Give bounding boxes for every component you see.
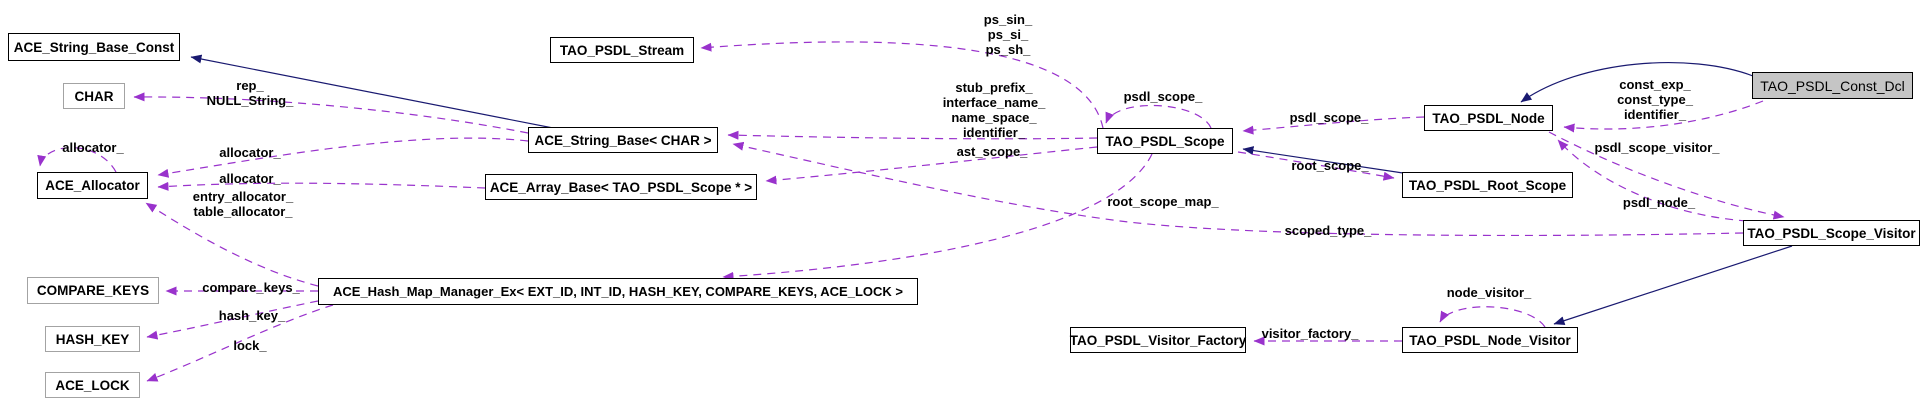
node-tao-psdl-root-scope[interactable]: TAO_PSDL_Root_Scope	[1402, 172, 1573, 198]
edge-scoped-type	[732, 141, 1744, 237]
edge-hash-key	[146, 300, 319, 340]
node-ace-string-base-const[interactable]: ACE_String_Base_Const	[8, 33, 180, 61]
edge-label-scoped-type: scoped_type_	[1284, 223, 1372, 238]
edge-inherit-stringbase-to-stringbaseconst	[190, 54, 554, 129]
node-tao-psdl-stream[interactable]: TAO_PSDL_Stream	[550, 37, 694, 63]
edge-allocator-from-stringbase	[157, 137, 529, 178]
edge-label-root-scope-map: root_scope_map_	[1107, 194, 1219, 209]
edge-lock	[146, 304, 334, 382]
edge-psdl-node	[1557, 139, 1748, 222]
edge-entry-table-allocator	[145, 202, 319, 287]
edge-label-psdl-scope-visitor: psdl_scope_visitor_	[1594, 140, 1720, 155]
edge-label-psdl-scope-selfloop: psdl_scope_	[1123, 89, 1203, 104]
edge-inherit-rootscope-to-scope	[1242, 146, 1404, 174]
edge-inherit-scopevisitor-to-nodevisitor	[1553, 245, 1793, 326]
node-ace-string-base-char[interactable]: ACE_String_Base< CHAR >	[528, 127, 718, 153]
edge-label-allocator-2: allocator_	[219, 171, 281, 186]
edge-nodevisitor-selfloop	[1439, 306, 1546, 328]
node-ace-hash-map-manager-ex[interactable]: ACE_Hash_Map_Manager_Ex< EXT_ID, INT_ID,…	[318, 278, 918, 305]
edge-allocator-from-arraybase	[157, 181, 486, 191]
edge-label-visitor-factory: visitor_factory_	[1261, 326, 1359, 341]
edge-psdlscope-node-to-scope	[1242, 116, 1425, 135]
edge-label-allocator-1: allocator_	[219, 145, 281, 160]
node-compare-keys: COMPARE_KEYS	[27, 277, 159, 304]
edge-rep-nullstring	[133, 92, 529, 134]
edge-label-stub-prefix: stub_prefix_ interface_name_ name_space_…	[942, 80, 1046, 140]
edge-label-allocator-selfloop: allocator_	[62, 140, 124, 155]
edge-label-ast-scope: ast_scope_	[956, 144, 1028, 159]
edge-stub-prefix	[727, 130, 1098, 140]
node-tao-psdl-visitor-factory[interactable]: TAO_PSDL_Visitor_Factory	[1070, 327, 1246, 353]
node-ace-array-base[interactable]: ACE_Array_Base< TAO_PSDL_Scope * >	[485, 174, 757, 200]
node-tao-psdl-node[interactable]: TAO_PSDL_Node	[1424, 105, 1553, 131]
node-tao-psdl-node-visitor[interactable]: TAO_PSDL_Node_Visitor	[1402, 327, 1578, 353]
edge-ps-streams	[700, 41, 1104, 129]
node-tao-psdl-const-dcl: TAO_PSDL_Const_Dcl	[1752, 72, 1913, 99]
edge-const-exp-type-identifier	[1563, 100, 1764, 133]
edge-label-lock: lock_	[233, 338, 267, 353]
edge-label-psdl-node: psdl_node_	[1622, 195, 1696, 210]
node-hash-key: HASH_KEY	[45, 326, 140, 352]
edge-root-scope-map	[722, 153, 1153, 281]
edge-inherit-constdcl-to-node	[1520, 62, 1754, 103]
edge-label-hash-key: hash_key_	[218, 308, 286, 323]
edge-label-root-scope: root_scope_	[1291, 158, 1369, 173]
node-tao-psdl-scope-visitor[interactable]: TAO_PSDL_Scope_Visitor	[1743, 220, 1920, 246]
edge-label-rep-nullstring: rep_ NULL_String_	[206, 78, 294, 108]
edge-psdlscope-selfloop	[1105, 105, 1212, 129]
node-ace-lock: ACE_LOCK	[45, 372, 140, 398]
edge-label-node-visitor: node_visitor_	[1446, 285, 1532, 300]
node-tao-psdl-scope[interactable]: TAO_PSDL_Scope	[1097, 128, 1233, 154]
edge-label-const-exp-type-identifier: const_exp_ const_type_ identifier_	[1617, 77, 1693, 122]
node-ace-allocator[interactable]: ACE_Allocator	[37, 172, 148, 199]
edge-label-ps-streams: ps_sin_ ps_si_ ps_sh_	[983, 12, 1033, 57]
edge-root-scope	[1237, 151, 1395, 181]
edge-label-compare-keys: compare_keys_	[202, 280, 300, 295]
edge-label-entry-table-allocator: entry_allocator_ table_allocator_	[192, 189, 294, 219]
node-char: CHAR	[63, 83, 125, 109]
edge-allocator-selfloop	[37, 147, 117, 173]
edge-ast-scope	[765, 146, 1098, 185]
edge-psdl-scope-visitor	[1548, 131, 1785, 220]
edge-label-psdl-scope: psdl_scope_	[1289, 110, 1369, 125]
